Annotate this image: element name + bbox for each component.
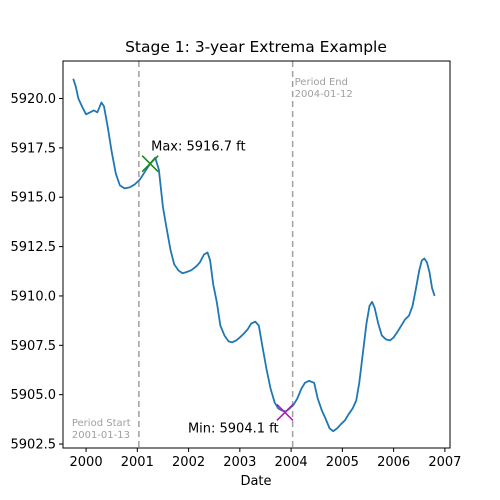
y-axis: 5902.5 5905.0 5907.5 5910.0 5912.5 5915.0 5917… — [11, 92, 63, 453]
reference-line-label: Period Start — [72, 418, 131, 429]
x-tick-label: 2002 — [172, 455, 205, 470]
x-axis-label: Date — [240, 474, 271, 489]
y-tick-label: 5920.0 — [11, 92, 57, 107]
series-layer — [72, 78, 436, 433]
y-tick-label: 5907.5 — [11, 339, 57, 354]
x-tick-label: 2004 — [275, 455, 308, 470]
x-tick-label: 2003 — [223, 455, 256, 470]
reference-line-date: 2001-01-13 — [72, 430, 130, 441]
max-label: Max: 5916.7 ft — [151, 140, 245, 155]
y-tick-label: 5910.0 — [11, 289, 57, 304]
x-tick-label: 2006 — [377, 455, 410, 470]
min-marker-stroke — [276, 403, 294, 422]
x-tick-label: 2007 — [428, 455, 461, 470]
x-tick-label: 2001 — [121, 455, 154, 470]
y-tick-label: 5905.0 — [11, 388, 57, 403]
y-tick-label: 5912.5 — [11, 240, 57, 255]
y-tick-label: 5917.5 — [11, 141, 57, 156]
max-marker-stroke — [141, 155, 159, 173]
reference-line-date: 2004-01-12 — [295, 89, 353, 100]
max-marker — [141, 155, 159, 173]
y-tick-label: 5915.0 — [11, 191, 57, 206]
x-tick-label: 2005 — [326, 455, 359, 470]
plot-frame — [62, 60, 451, 449]
y-tick-label: 5902.5 — [11, 438, 57, 453]
x-tick-label: 2000 — [70, 455, 103, 470]
chart-title: Stage 1: 3-year Extrema Example — [125, 38, 387, 56]
x-axis: 2000 2001 2002 2003 2004 2005 2006 2007 — [70, 448, 461, 470]
series-line — [72, 78, 436, 433]
min-marker — [276, 403, 294, 422]
reference-line-label: Period End — [295, 77, 348, 88]
marker-layer: Max: 5916.7 ft Min: 5904.1 ft — [141, 140, 294, 436]
min-label: Min: 5904.1 ft — [188, 421, 279, 436]
